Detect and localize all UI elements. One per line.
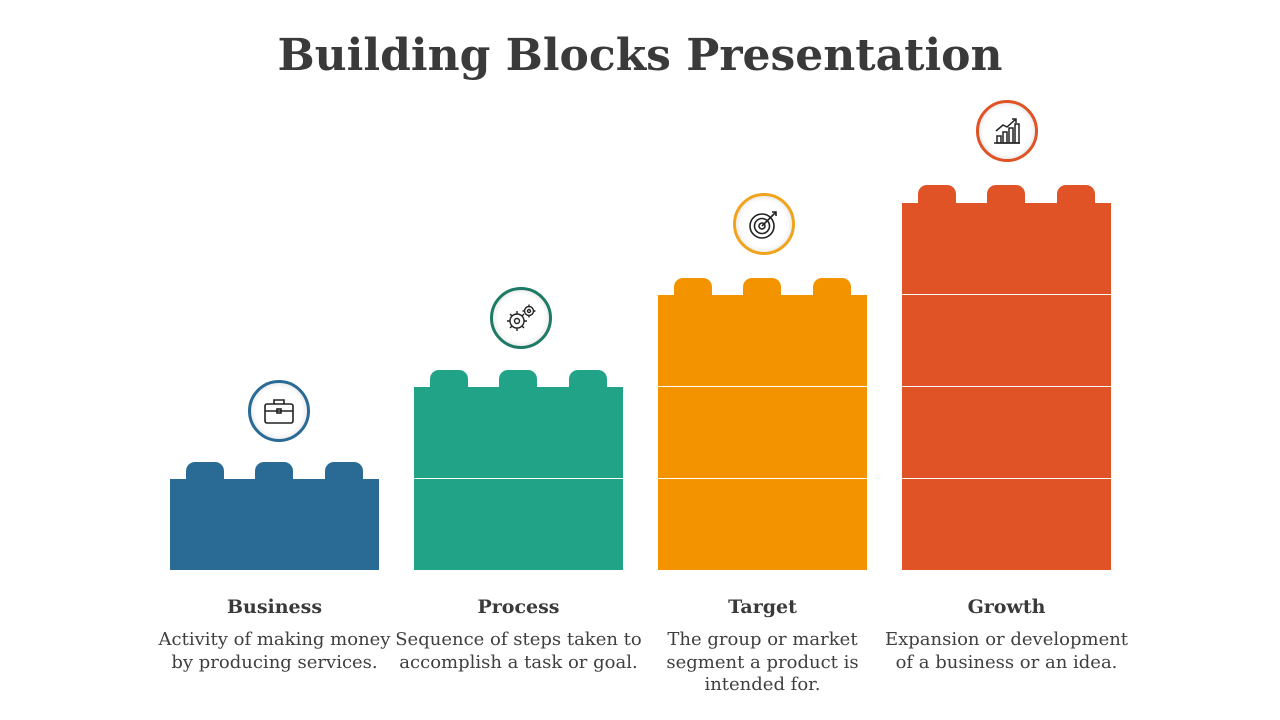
item-label: Process <box>477 596 560 618</box>
block-stud <box>813 278 851 296</box>
item-label: Target <box>728 596 797 618</box>
growth-chart-icon <box>976 100 1038 162</box>
slide-title: Building Blocks Presentation <box>277 30 1003 81</box>
block-stud <box>743 278 781 296</box>
block-stud <box>255 462 293 480</box>
block-stud <box>1057 185 1095 203</box>
block-stud <box>918 185 956 203</box>
item-description: The group or market segment a product is… <box>666 629 859 695</box>
building-block <box>902 295 1111 386</box>
block-stud <box>674 278 712 296</box>
building-block <box>902 203 1111 294</box>
column-growth: Growth Expansion or development of a bus… <box>885 0 1128 720</box>
building-block <box>658 479 867 570</box>
column-target: Target The group or market segment a pro… <box>658 0 867 720</box>
target-icon <box>733 193 795 255</box>
block-stud <box>499 370 537 388</box>
building-block <box>414 387 623 478</box>
building-block <box>414 479 623 570</box>
block-stud <box>186 462 224 480</box>
briefcase-icon <box>248 380 310 442</box>
item-label: Business <box>226 596 323 618</box>
item-description: Sequence of steps taken to accomplish a … <box>395 629 642 673</box>
block-stud <box>987 185 1025 203</box>
block-stud <box>430 370 468 388</box>
column-business: Business Activity of making money by pro… <box>159 0 390 720</box>
building-block <box>658 295 867 386</box>
block-stud <box>569 370 607 388</box>
building-block <box>658 387 867 478</box>
item-description: Expansion or development of a business o… <box>884 629 1129 673</box>
item-description: Activity of making money by producing se… <box>158 629 391 673</box>
gears-icon <box>490 287 552 349</box>
building-block <box>902 387 1111 478</box>
building-block <box>902 479 1111 570</box>
building-block <box>170 479 379 570</box>
item-label: Growth <box>967 596 1046 618</box>
column-process: Process Sequence of steps taken to accom… <box>395 0 642 720</box>
block-stud <box>325 462 363 480</box>
